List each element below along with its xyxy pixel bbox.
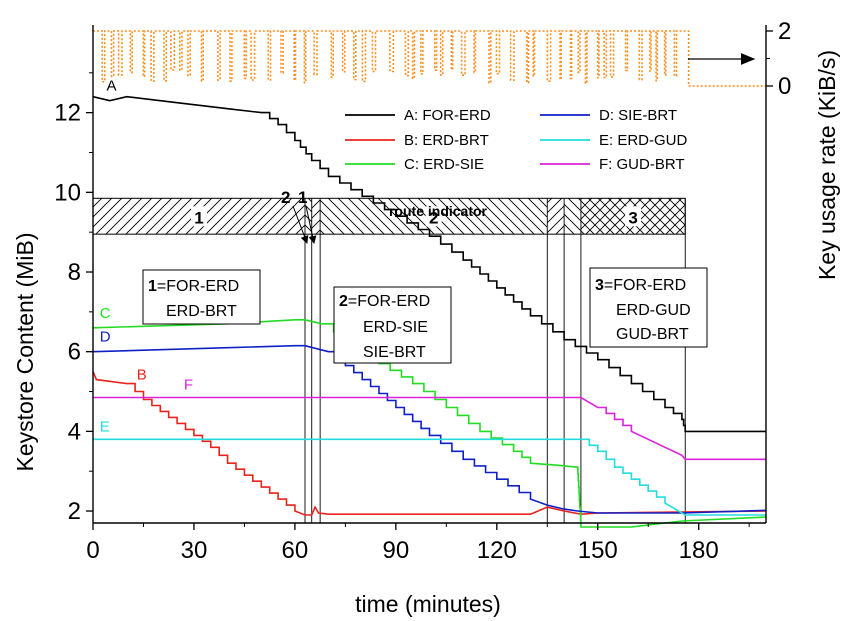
y2-tick-label-2: 2 [778, 18, 791, 45]
route-box-3-line-1: =FOR-ERD [604, 277, 686, 294]
x-tick-label-120: 120 [477, 537, 517, 564]
route-segment-6 [564, 198, 581, 235]
legend-label-f: F: GUD-BRT [599, 156, 685, 173]
y-tick-label-8: 8 [68, 259, 81, 286]
route-box-2-line-1: =FOR-ERD [348, 293, 430, 310]
legend: A: FOR-ERD B: ERD-BRT C: ERD-SIE D: SIE-BRT… [345, 107, 688, 173]
route-segment-label-bg-1 [190, 206, 207, 227]
route-box-3-line-3: GUD-BRT [616, 326, 689, 343]
x-tick-label-90: 90 [382, 537, 409, 564]
y-tick-label-10: 10 [54, 179, 81, 206]
x-tick-label-30: 30 [181, 537, 208, 564]
y-tick-label-4: 4 [68, 418, 81, 445]
series-line-b [92, 371, 767, 516]
y-axis-title: Keystore Content (MiB) [12, 232, 38, 471]
route-segment-5 [547, 198, 565, 235]
svg-text:3=FOR-ERD: 3=FOR-ERD [595, 277, 686, 294]
route-segment-label-bg-7 [625, 206, 642, 227]
legend-label-e: E: ERD-GUD [599, 132, 688, 149]
route-box-1-line-1: =FOR-ERD [157, 278, 239, 295]
route-box-3: 3=FOR-ERD ERD-GUD GUD-BRT [589, 267, 708, 348]
series-label-b: B [137, 367, 147, 384]
route-segment-label-7: 3 [628, 208, 637, 227]
y-tick-label-2: 2 [68, 498, 81, 525]
legend-label-a: A: FOR-ERD [404, 107, 491, 124]
key-usage-rate-line [93, 30, 766, 87]
legend-label-c: C: ERD-SIE [404, 156, 484, 173]
series-line-e [93, 438, 766, 516]
svg-text:2=FOR-ERD: 2=FOR-ERD [339, 293, 430, 310]
route-segment-label-1: 1 [194, 208, 203, 227]
axes [92, 25, 767, 524]
x-tick-label-150: 150 [578, 537, 618, 564]
x-tick-label-0: 0 [86, 537, 99, 564]
route-segment-label-4: 2 [429, 208, 438, 227]
series-label-c: C [100, 305, 111, 322]
route-box-3-line-2: ERD-GUD [616, 302, 691, 319]
route-segment-label-bg-4 [425, 206, 442, 227]
series-label-f: F [184, 377, 193, 394]
y2-tick-label-0: 0 [778, 73, 791, 100]
route-box-1: 1=FOR-ERD ERD-BRT [142, 269, 261, 325]
y-tick-label-12: 12 [54, 100, 81, 127]
x-tick-label-180: 180 [679, 537, 719, 564]
route-box-1-num: 1 [148, 278, 157, 295]
series-label-d: D [100, 329, 111, 346]
y-tick-label-6: 6 [68, 339, 81, 366]
route-box-3-num: 3 [595, 277, 604, 294]
route-box-1-line-2: ERD-BRT [166, 303, 237, 320]
narrow-label-arrow-1 [305, 205, 317, 244]
svg-text:1=FOR-ERD: 1=FOR-ERD [148, 278, 239, 295]
route-box-2-num: 2 [339, 293, 348, 310]
series-label-e: E [100, 418, 110, 435]
x-tick-label-60: 60 [282, 537, 309, 564]
route-box-2-line-2: ERD-SIE [363, 319, 428, 336]
route-indicator: 1 2 3 [92, 197, 686, 523]
series-label-a: A [106, 78, 116, 95]
x-axis-title: time (minutes) [355, 591, 501, 617]
series-line-a [92, 95, 766, 433]
route-segment-3 [311, 198, 321, 235]
route-indicator-title: route indicator [389, 203, 488, 219]
key-usage-rate-series [93, 30, 766, 87]
series-line-d [92, 344, 767, 514]
narrow-label-arrow-2 [292, 205, 309, 244]
route-box-2: 2=FOR-ERD ERD-SIE SIE-BRT [333, 286, 452, 364]
narrow-route-label-1: 1 [298, 188, 307, 207]
y2-axis-title: Key usage rate (KiB/s) [814, 50, 840, 280]
route-box-2-line-3: SIE-BRT [363, 344, 426, 361]
narrow-route-label-2: 2 [281, 188, 290, 207]
series-line-f [93, 396, 766, 461]
legend-label-b: B: ERD-BRT [404, 132, 489, 149]
legend-label-d: D: SIE-BRT [599, 107, 677, 124]
